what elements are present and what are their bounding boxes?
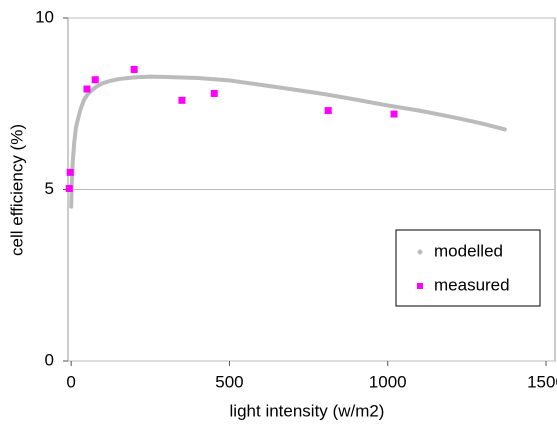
measured-point	[91, 76, 99, 84]
measured-point	[130, 65, 138, 73]
legend-marker	[417, 283, 423, 289]
measured-point	[66, 168, 74, 176]
x-axis-label: light intensity (w/m2)	[230, 401, 385, 420]
legend-label: modelled	[434, 241, 503, 260]
measured-point	[178, 96, 186, 104]
x-tick-label: 0	[66, 372, 75, 391]
x-tick-label: 1000	[369, 372, 407, 391]
measured-point	[83, 85, 91, 93]
legend-box	[395, 229, 541, 307]
y-tick-label: 10	[35, 7, 54, 26]
legend-marker	[417, 249, 423, 255]
y-tick-label: 0	[45, 350, 54, 369]
y-tick-label: 5	[45, 179, 54, 198]
y-axis-label: cell efficiency (%)	[7, 124, 26, 256]
measured-point	[324, 107, 332, 115]
measured-point	[65, 184, 73, 192]
measured-point	[210, 89, 218, 97]
modelled-line	[69, 74, 507, 209]
legend-label: measured	[434, 275, 510, 294]
measured-point	[390, 110, 398, 118]
x-tick-label: 500	[215, 372, 243, 391]
x-tick-label: 1500	[527, 372, 557, 391]
